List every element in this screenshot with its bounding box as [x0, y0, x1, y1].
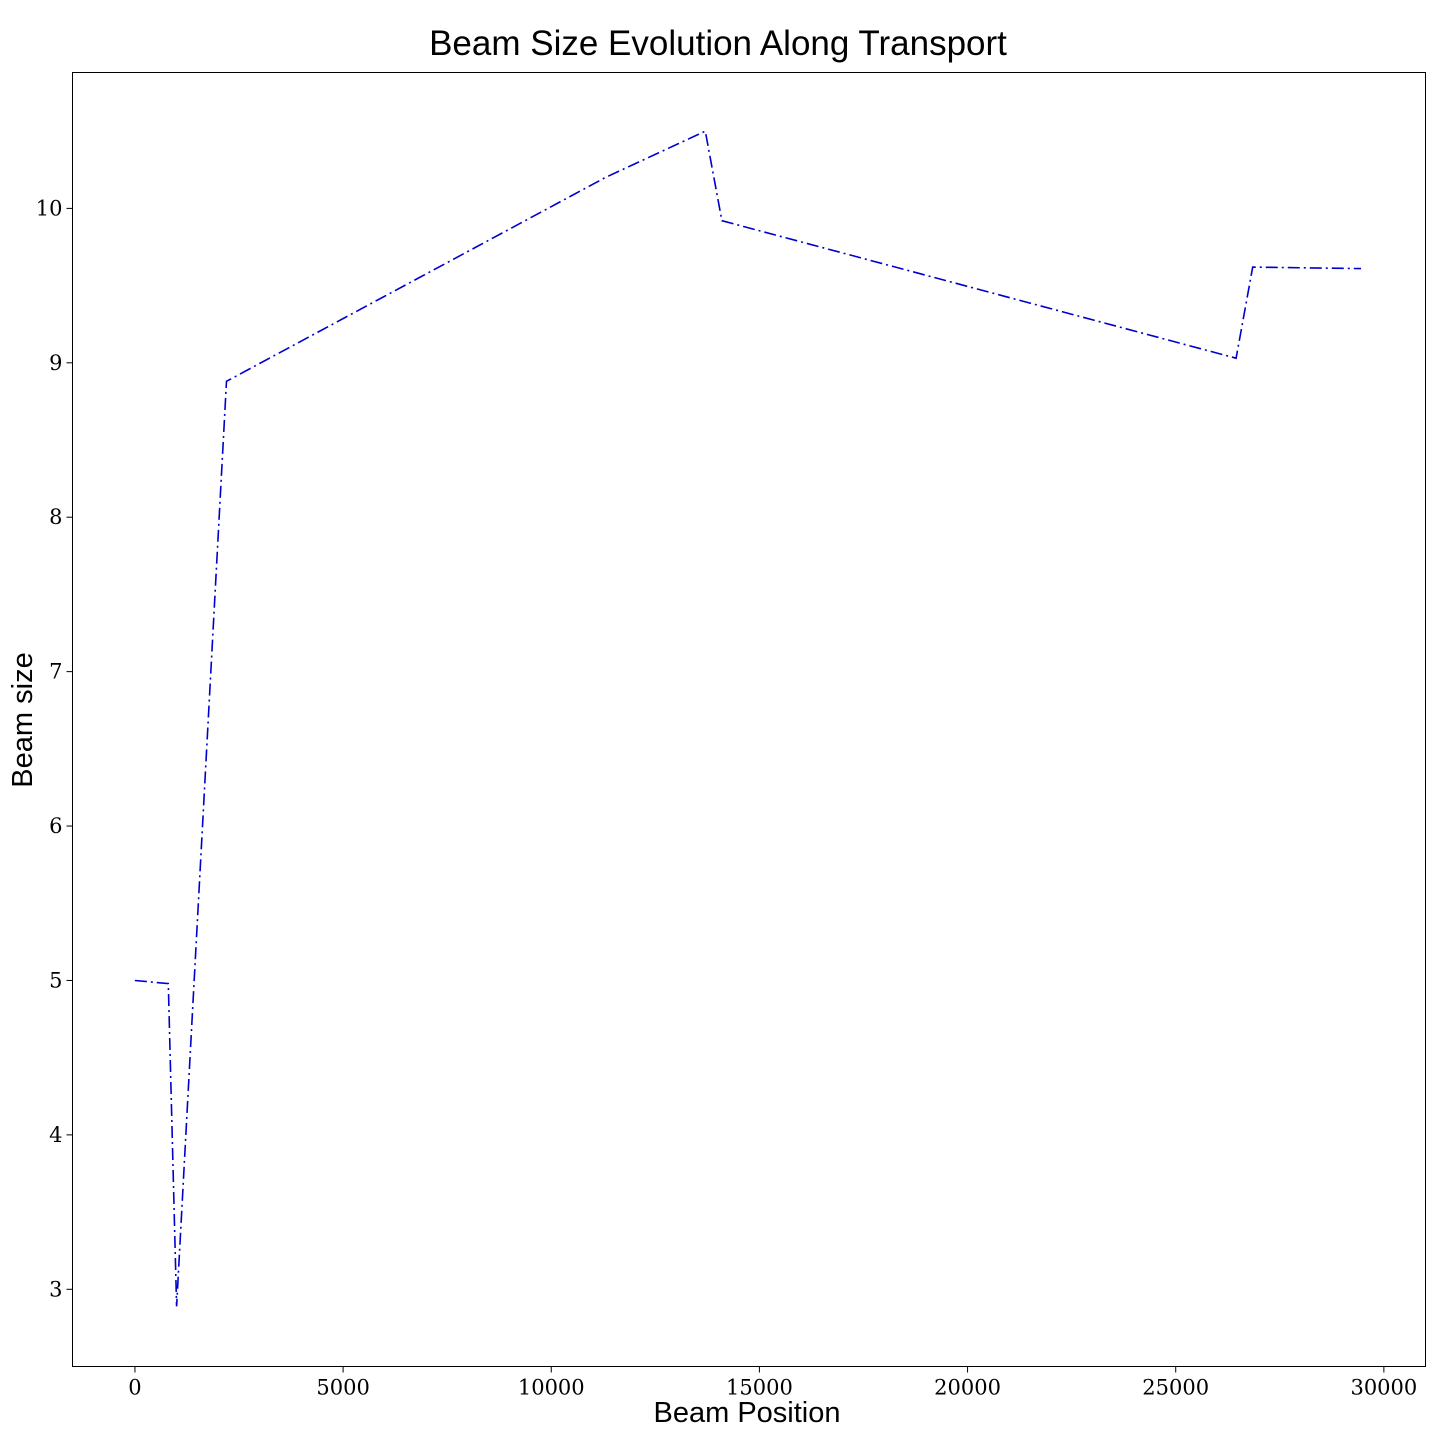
y-tick-label: 10: [36, 196, 63, 220]
y-tick-label: 6: [49, 814, 62, 838]
x-axis-label: Beam Position: [654, 1397, 841, 1429]
y-tick-label: 3: [49, 1277, 62, 1301]
x-tick-label: 5000: [316, 1376, 369, 1400]
x-tick-label: 15000: [726, 1376, 793, 1400]
plot-area-frame: [72, 72, 1426, 1367]
y-tick-label: 4: [49, 1123, 62, 1147]
x-axis: 0 5000 10000 15000 20000 25000 30000: [128, 1366, 1417, 1400]
x-tick-label: 30000: [1350, 1376, 1417, 1400]
y-axis: 3 4 5 6 7 8 9 10: [36, 196, 73, 1301]
y-axis-label: Beam size: [7, 652, 39, 787]
x-tick-label: 10000: [518, 1376, 585, 1400]
y-tick-label: 5: [49, 968, 62, 992]
series-line: [134, 130, 1362, 1307]
chart-title: Beam Size Evolution Along Transport: [429, 24, 1007, 63]
x-tick-label: 25000: [1142, 1376, 1209, 1400]
x-tick-label: 20000: [934, 1376, 1001, 1400]
y-tick-label: 9: [49, 351, 62, 375]
y-tick-label: 7: [49, 660, 62, 684]
y-tick-label: 8: [49, 505, 62, 529]
series-layer: [134, 130, 1362, 1307]
x-tick-label: 0: [128, 1376, 141, 1400]
